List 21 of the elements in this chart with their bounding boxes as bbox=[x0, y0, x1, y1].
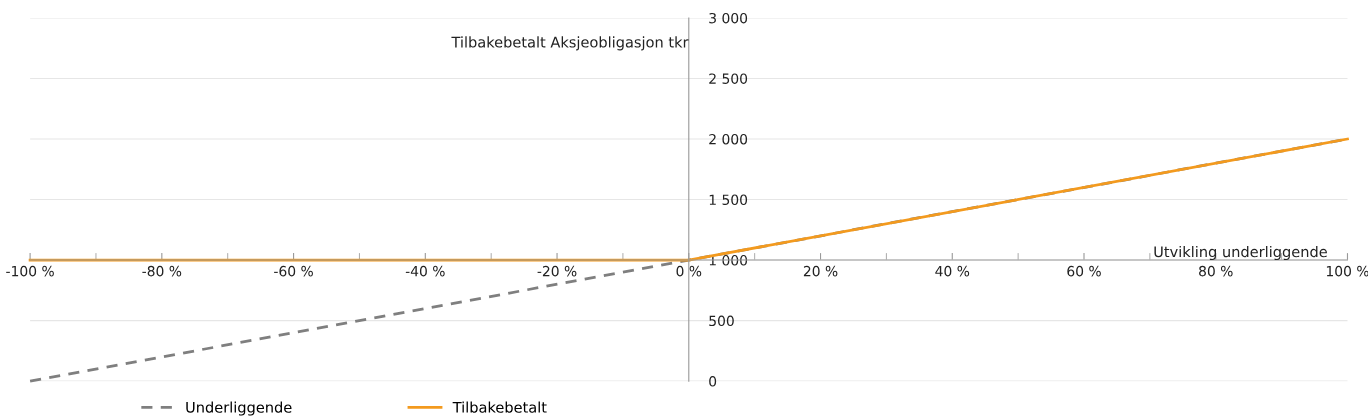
legend-label: Underliggende bbox=[186, 401, 292, 416]
y-tick-label: 2 500 bbox=[709, 73, 748, 84]
x-tick-label: 100 % bbox=[1326, 265, 1368, 277]
x-tick-label: 60 % bbox=[1067, 265, 1101, 277]
x-tick-label: -20 % bbox=[537, 265, 577, 277]
x-tick-label: 40 % bbox=[935, 265, 970, 277]
x-tick-label: 0 % bbox=[676, 265, 702, 277]
y-tick-label: 2 000 bbox=[709, 133, 748, 145]
x-tick-label: -40 % bbox=[405, 265, 445, 277]
x-tick-label: 20 % bbox=[803, 265, 838, 277]
x-tick-label: -80 % bbox=[142, 265, 182, 277]
x-axis-title: Utvikling underliggende bbox=[1154, 245, 1327, 261]
y-tick-label: 0 bbox=[709, 376, 717, 387]
y-tick-label: 3 000 bbox=[709, 12, 748, 24]
y-tick-label: 500 bbox=[709, 315, 734, 327]
x-tick-label: 80 % bbox=[1199, 265, 1233, 277]
y-axis-title: Tilbakebetalt Aksjeobligasjon tkr bbox=[451, 36, 689, 51]
legend-label: Tilbakebetalt bbox=[452, 401, 547, 413]
x-tick-label: -100 % bbox=[6, 265, 54, 277]
x-tick-label: -60 % bbox=[274, 265, 313, 277]
y-tick-label: 1 500 bbox=[709, 194, 748, 206]
